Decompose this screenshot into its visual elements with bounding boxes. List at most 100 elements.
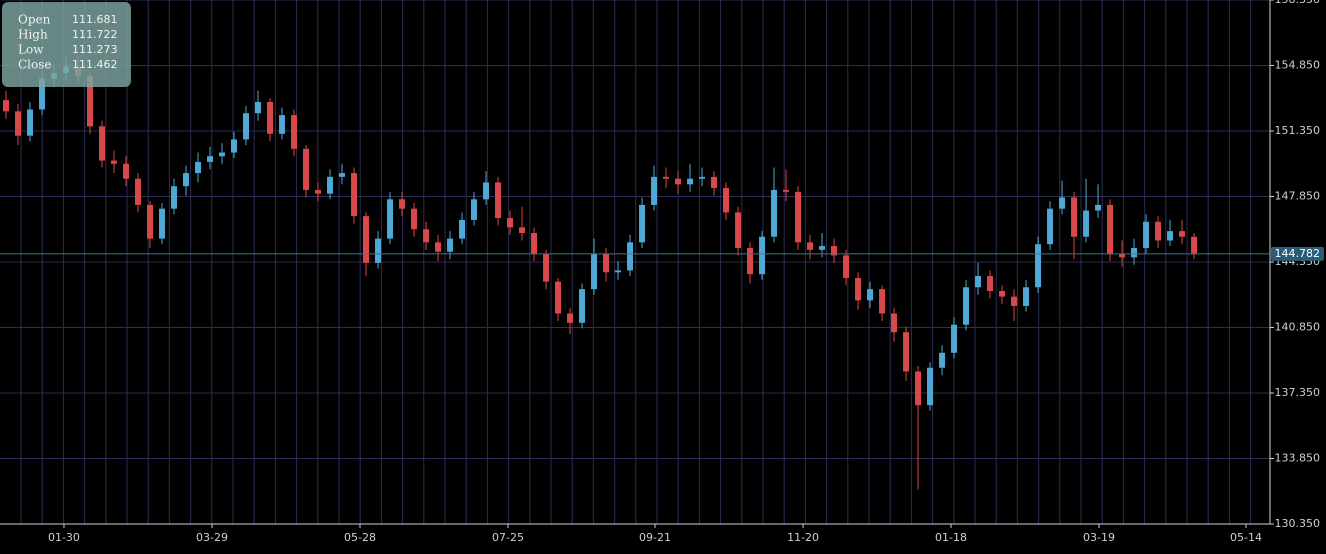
candle-body [759,236,766,275]
candle-body [327,176,334,194]
candle-body [975,276,982,288]
candle-body [639,204,646,243]
y-tick-label: 154.850 [1275,59,1321,72]
candle-body [867,289,874,301]
candle-body [543,253,550,282]
x-tick-label: 03-29 [196,531,228,544]
grid [0,0,1270,525]
candle-body [123,163,130,179]
candle-body [795,191,802,243]
x-tick-label: 05-14 [1230,531,1262,544]
candle-body [135,178,142,205]
x-tick-label: 07-25 [492,531,524,544]
candle-body [687,178,694,185]
candle-body [1179,231,1186,237]
candle-body [243,113,250,140]
candle-body [879,289,886,314]
x-tick-label: 03-19 [1083,531,1115,544]
candle-body [651,176,658,205]
candle-body [15,111,22,136]
candle-body [1011,296,1018,306]
candle-body [147,204,154,239]
candle-body [1155,221,1162,241]
candle-body [663,176,670,179]
candle-body [735,212,742,248]
candle-body [771,189,778,237]
candle-body [87,75,94,127]
candle-body [987,276,994,292]
tooltip-label: Low [18,43,44,57]
candle-body [603,253,610,273]
candle-body [927,367,934,406]
candle-body [1119,253,1126,258]
y-tick-label: 137.350 [1275,386,1321,399]
candle-body [99,126,106,161]
candle-body [351,173,358,217]
candle-body [255,101,262,114]
candle-body [423,229,430,243]
candle-body [279,115,286,134]
candle-body [699,176,706,179]
x-tick-label: 11-20 [787,531,819,544]
candle-body [939,352,946,368]
candle-body [1143,221,1150,248]
candle-body [579,289,586,323]
candle-body [855,277,862,301]
candle-body [471,199,478,220]
tooltip-value: 111.273 [72,43,118,56]
candle-body [519,227,526,233]
candle-body [387,199,394,239]
candle-body [1035,244,1042,288]
candle-body [339,173,346,177]
candle-body [999,291,1006,297]
candle-body [843,255,850,278]
x-tick-label: 05-28 [344,531,376,544]
candle-body [303,148,310,190]
candle-body [1071,197,1078,237]
candle-body [567,313,574,323]
candle-body [195,161,202,174]
candle-body [111,160,118,164]
candle-body [183,173,190,187]
tooltip-box [2,2,131,87]
tooltip-label: High [18,28,48,42]
candle-body [39,78,46,110]
candle-body [1167,231,1174,241]
last-price-label: 144.782 [1275,247,1321,260]
candle-body [915,371,922,406]
y-tick-label: 158.350 [1275,0,1321,6]
candle-body [3,100,10,112]
candle-body [615,270,622,273]
last-price-tag [1271,246,1324,261]
candles [3,55,1198,490]
candle-body [435,242,442,252]
candle-body [171,186,178,209]
candle-body [627,242,634,271]
candle-body [459,219,466,239]
candle-body [1107,204,1114,254]
candle-body [315,189,322,194]
candle-body [891,313,898,333]
candle-body [363,216,370,263]
candle-body [963,287,970,325]
candle-body [411,208,418,230]
candle-body [807,242,814,250]
tooltip-label: Close [18,58,52,72]
y-tick-label: 130.350 [1275,517,1321,530]
candle-body [483,182,490,200]
candle-body [747,247,754,275]
tooltip-label: Open [18,13,51,27]
candle-body [399,199,406,209]
candle-body [831,246,838,256]
tooltip-value: 111.462 [72,58,118,71]
candle-body [723,188,730,213]
candle-body [819,246,826,250]
candle-body [675,178,682,185]
candle-body [591,253,598,290]
x-tick-label: 01-30 [48,531,80,544]
candle-body [903,332,910,372]
candle-body [291,115,298,149]
candle-body [711,176,718,189]
